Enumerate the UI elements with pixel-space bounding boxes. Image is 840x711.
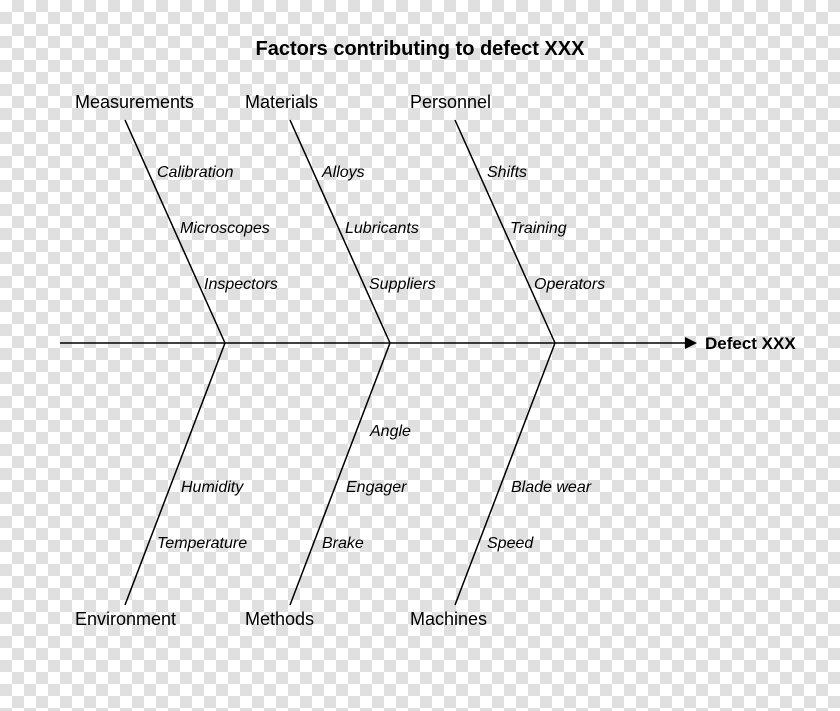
- cause-label: Humidity: [181, 479, 244, 496]
- spine: [60, 337, 697, 349]
- branch-line: [125, 343, 225, 605]
- cause-label: Lubricants: [345, 220, 419, 237]
- spine-arrowhead: [685, 337, 697, 349]
- cause-label: Speed: [487, 535, 534, 552]
- cause-label: Suppliers: [369, 276, 436, 293]
- cause-label: Angle: [369, 423, 411, 440]
- branch-methods: Methods Angle Engager Brake: [245, 343, 411, 629]
- cause-label: Operators: [534, 276, 605, 293]
- cause-label: Microscopes: [180, 220, 270, 237]
- cause-label: Temperature: [157, 535, 247, 552]
- cause-label: Engager: [346, 479, 407, 496]
- branch-machines: Machines Blade wear Speed: [410, 343, 592, 629]
- branch-line: [290, 343, 390, 605]
- category-label: Measurements: [75, 92, 194, 112]
- diagram-title: Factors contributing to defect XXX: [256, 38, 586, 60]
- branch-personnel: Personnel Shifts Training Operators: [410, 92, 605, 343]
- category-label: Personnel: [410, 92, 491, 112]
- cause-label: Training: [510, 220, 567, 237]
- category-label: Environment: [75, 609, 176, 629]
- category-label: Methods: [245, 609, 314, 629]
- effect-label: Defect XXX: [705, 334, 796, 353]
- cause-label: Alloys: [321, 164, 365, 181]
- branch-measurements: Measurements Calibration Microscopes Inspec…: [75, 92, 278, 343]
- branch-line: [455, 343, 555, 605]
- cause-label: Shifts: [487, 164, 527, 181]
- cause-label: Calibration: [157, 164, 234, 181]
- branch-materials: Materials Alloys Lubricants Suppliers: [245, 92, 436, 343]
- category-label: Machines: [410, 609, 487, 629]
- cause-label: Brake: [322, 535, 364, 552]
- category-label: Materials: [245, 92, 318, 112]
- fishbone-diagram: Factors contributing to defect XXX Defec…: [0, 0, 840, 711]
- cause-label: Blade wear: [511, 479, 592, 496]
- branch-environment: Environment Humidity Temperature: [75, 343, 247, 629]
- cause-label: Inspectors: [204, 276, 278, 293]
